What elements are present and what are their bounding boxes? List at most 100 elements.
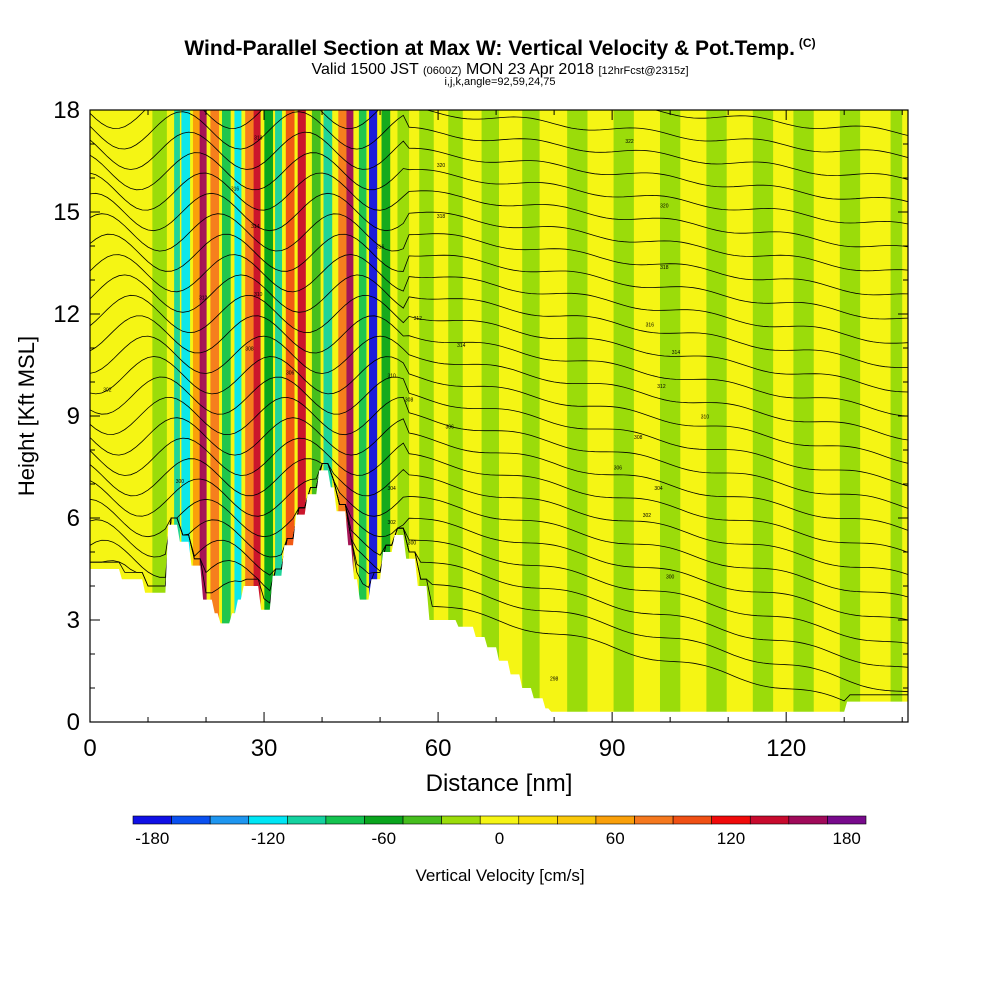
section-params: i,j,k,angle=92,59,24,75 — [444, 76, 556, 88]
colorbar-swatch-12 — [595, 815, 635, 825]
x-axis-label: Distance [nm] — [426, 770, 573, 797]
x-tick-label-4: 120 — [766, 735, 806, 762]
theta-contour-8 — [90, 417, 908, 531]
y-tick-label-6: 18 — [53, 97, 80, 124]
theta-contour-0 — [90, 463, 908, 702]
velocity-band-31 — [793, 110, 814, 722]
colorbar-swatch-5 — [325, 815, 365, 825]
theta-contour-18 — [90, 213, 908, 296]
x-tick-label-0: 0 — [83, 735, 96, 762]
velocity-band-32 — [839, 110, 861, 722]
colorbar-tick-label-2: -60 — [371, 829, 396, 848]
theta-label-31: 300 — [666, 574, 675, 580]
velocity-band-20 — [381, 110, 391, 722]
colorbar-swatch-3 — [248, 815, 288, 825]
theta-contours — [90, 110, 908, 702]
velocity-bands — [152, 110, 903, 722]
theta-label-17: 320 — [437, 163, 446, 169]
theta-label-16: 300 — [408, 540, 417, 546]
chart-title-text: Wind-Parallel Section at Max W: Vertical… — [184, 37, 795, 60]
theta-label-23: 316 — [646, 323, 655, 329]
velocity-band-3 — [192, 110, 202, 722]
colorbar-swatch-18 — [827, 815, 867, 825]
x-tick-label-1: 30 — [251, 735, 278, 762]
theta-contour-3 — [90, 463, 908, 644]
theta-contour-13 — [90, 315, 908, 417]
theta-contour-20 — [90, 172, 908, 248]
colorbar-swatch-6 — [364, 815, 404, 825]
theta-label-3: 316 — [231, 187, 240, 193]
theta-label-27: 308 — [634, 435, 643, 441]
velocity-band-0 — [152, 110, 167, 722]
colorbar-swatch-13 — [634, 815, 674, 825]
theta-contour-5 — [90, 463, 908, 598]
velocity-band-21 — [397, 110, 410, 722]
copyright-mark: (C) — [798, 36, 816, 50]
velocity-band-13 — [297, 110, 306, 722]
theta-label-1: 300 — [176, 479, 185, 485]
theta-label-7: 308 — [245, 347, 254, 353]
theta-label-21: 320 — [660, 204, 669, 210]
velocity-band-25 — [522, 110, 540, 722]
theta-contour-4 — [90, 463, 908, 621]
colorbar-swatch-16 — [749, 815, 790, 825]
theta-contour-16 — [90, 254, 908, 344]
theta-label-11: 310 — [388, 374, 397, 380]
velocity-band-2 — [181, 110, 191, 722]
y-axis-label: Height [Kft MSL] — [14, 336, 39, 496]
y-tick-label-2: 6 — [67, 505, 80, 532]
forecast-info: [12hrFcst@2315z] — [598, 65, 689, 77]
theta-label-26: 310 — [701, 415, 710, 421]
theta-contour-2 — [90, 463, 908, 668]
y-tick-label-0: 0 — [67, 709, 80, 736]
theta-label-28: 306 — [614, 466, 623, 472]
theta-label-18: 318 — [437, 214, 446, 220]
y-tick-label-3: 9 — [67, 403, 80, 430]
y-tick-label-4: 12 — [53, 301, 80, 328]
theta-label-25: 312 — [657, 384, 666, 390]
velocity-band-5 — [210, 110, 220, 722]
colorbar-swatch-15 — [711, 815, 751, 825]
theta-contour-labels: 302 300 318 316 314 312 310 308 306 316 312 310 308 3… — [103, 136, 709, 683]
theta-contour-19 — [90, 192, 908, 272]
velocity-band-23 — [448, 110, 463, 722]
velocity-band-14 — [311, 110, 321, 722]
velocity-band-18 — [358, 110, 367, 722]
x-tick-label-3: 90 — [599, 735, 626, 762]
theta-contour-23 — [90, 111, 908, 180]
colorbar-tick-label-0: -180 — [135, 829, 169, 848]
velocity-band-28 — [659, 110, 681, 722]
theta-label-4: 314 — [251, 224, 260, 230]
velocity-band-26 — [567, 110, 588, 722]
colorbar-swatch-11 — [557, 815, 597, 825]
theta-contour-12 — [90, 335, 908, 441]
theta-contour-21 — [90, 152, 908, 225]
velocity-band-11 — [275, 110, 283, 722]
valid-date: MON 23 Apr 2018 — [465, 61, 595, 78]
theta-label-2: 318 — [254, 136, 263, 142]
theta-label-13: 306 — [446, 425, 455, 431]
theta-contour-10 — [90, 376, 908, 487]
theta-contour-24 — [90, 110, 908, 158]
theta-label-29: 304 — [654, 486, 663, 492]
colorbar-swatch-14 — [672, 815, 712, 825]
velocity-band-17 — [346, 110, 354, 722]
theta-label-10: 312 — [414, 316, 423, 322]
velocity-band-10 — [264, 110, 274, 722]
theta-contour-22 — [90, 131, 908, 203]
theta-contour-7 — [90, 437, 908, 553]
velocity-band-6 — [221, 110, 231, 722]
theta-label-0: 302 — [103, 387, 112, 393]
theta-contour-15 — [90, 274, 908, 368]
valid-time: Valid 1500 JST — [311, 61, 419, 78]
axes: 0 30 60 90 120 0 3 6 9 12 15 18 — [53, 97, 908, 762]
colorbar-swatch-7 — [402, 815, 442, 825]
colorbar-swatch-10 — [518, 815, 558, 825]
velocity-band-9 — [253, 110, 261, 722]
chart-title: Wind-Parallel Section at Max W: Vertical… — [0, 36, 1000, 61]
theta-label-12: 308 — [405, 398, 414, 404]
theta-contour-1 — [90, 463, 908, 693]
theta-label-22: 318 — [660, 265, 669, 271]
theta-label-9: 316 — [376, 245, 385, 251]
